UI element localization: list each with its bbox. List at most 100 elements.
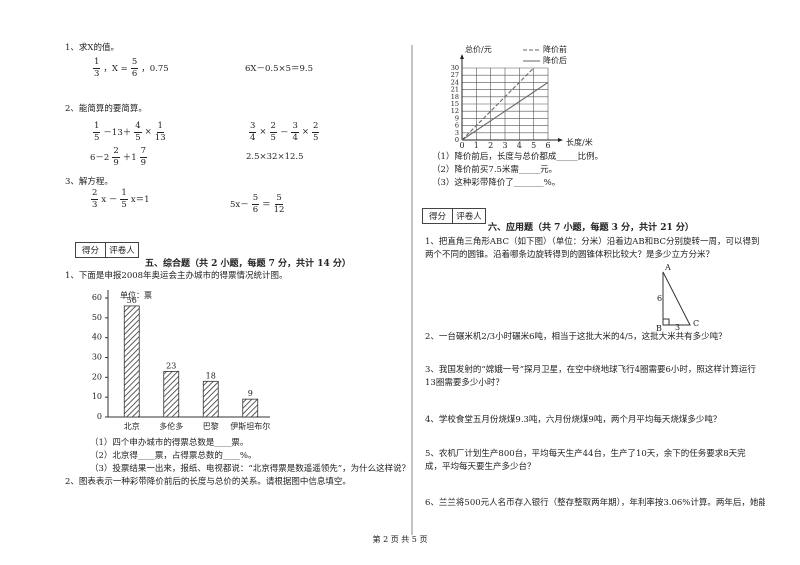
- numerator: 1: [120, 187, 128, 200]
- math-text: ×: [144, 127, 152, 137]
- numerator: 4: [134, 120, 142, 133]
- question: 4、学校食堂五月份烧煤9.3吨，六月份烧煤9吨，两个月平均每天烧煤多少吨？: [425, 415, 722, 425]
- math-expression: 1 3 ，X = 5 6 ，0.75: [90, 55, 169, 81]
- sub-question: （3）这种彩带降价了_______%。: [432, 178, 561, 188]
- y-tick-label: 40: [92, 333, 102, 342]
- axis-arrow: [460, 54, 464, 59]
- math-text: ，X =: [103, 64, 128, 74]
- question: 2、一台碾米机2/3小时碾米6吨，相当于这批大米的4/5，这批大米共有多少吨？: [425, 332, 727, 342]
- value-label: 18: [206, 371, 216, 380]
- side-label: 3: [675, 323, 680, 332]
- fraction: 1 13: [155, 121, 166, 144]
- math-text: 6X－0.5×5＝9.5: [245, 64, 314, 74]
- math-expression: 6X－0.5×5＝9.5: [245, 55, 313, 81]
- x-tick-label: 3: [502, 141, 507, 150]
- axis-arrow: [558, 138, 563, 142]
- denominator: 6: [252, 204, 259, 215]
- denominator: 5: [121, 199, 127, 210]
- score-cell: 评卷人: [456, 212, 482, 222]
- question: 2、图表表示一种彩带降价前后的长度与总价的关系。请根据图中信息填空。: [65, 477, 351, 487]
- page-footer: 第 2 页 共 5 页: [372, 535, 428, 544]
- sub-question: （1）降价前后，长度与总价都成_____比例。: [432, 152, 604, 162]
- question-title: 2、能简算的要简算。: [65, 104, 147, 114]
- math-expression: 2.5×32×12.5: [246, 144, 304, 170]
- x-tick-label: 0: [459, 141, 464, 150]
- score-box: 得分 评卷人: [75, 242, 139, 258]
- vertex-label: B: [656, 324, 662, 333]
- triangle-figure: A B C 6 3: [656, 263, 699, 333]
- data-line: [461, 81, 549, 141]
- question: 6、兰兰将500元人名币存入银行（整存整取两年期），年利率按3.06%计算。两年…: [425, 498, 765, 508]
- question: 3、我国发射的“嫦娥一号”探月卫星，在空中绕地球飞行4圈需要6小时，照这样计算运…: [425, 365, 756, 388]
- section-title: 五、综合题（共 2 小题，每题 7 分，共计 14 分）: [145, 259, 351, 269]
- x-tick-label: 4: [517, 141, 522, 150]
- numerator: 2: [112, 145, 120, 158]
- numerator: 5: [251, 192, 260, 205]
- sub-question: （2）北京得____票，占得票总数的____%。: [90, 451, 257, 461]
- denominator: 3: [92, 199, 98, 210]
- legend-label: 降价后: [543, 55, 567, 65]
- math-expression: 1 5 －13＋ 4 5 × 1 13: [90, 119, 169, 145]
- vertex-label: C: [693, 319, 699, 328]
- value-label: 9: [248, 389, 253, 398]
- math-text: x＝1: [130, 195, 150, 205]
- sub-question: （2）降价前买7.5米需_____元。: [432, 165, 558, 175]
- denominator: 5: [135, 132, 141, 143]
- numerator: 2: [269, 120, 277, 133]
- score-box: 得分 评卷人: [422, 208, 486, 224]
- math-text: 5x－: [230, 200, 249, 210]
- y-tick-label: 3: [455, 129, 459, 137]
- denominator: 4: [250, 132, 256, 143]
- bar: [163, 370, 180, 418]
- denominator: 13: [154, 132, 166, 143]
- math-text: 6－2: [90, 153, 110, 163]
- question-title: 3、解方程。: [65, 177, 113, 187]
- math-text: ×: [259, 127, 267, 137]
- denominator: 6: [131, 68, 138, 79]
- x-axis-label: 长度/米: [566, 137, 593, 147]
- vertex-label: A: [664, 263, 671, 272]
- question: 1、把直角三角形ABC（如下图）（单位：分米）沿着边AB和BC分别旋转一周，可以…: [425, 237, 760, 260]
- math-text: x －: [101, 195, 118, 205]
- y-tick-label: 0: [455, 136, 459, 144]
- y-tick-label: 9: [455, 114, 459, 122]
- legend-label: 降价前: [543, 44, 567, 54]
- unit-label: 单位：票: [120, 290, 152, 300]
- x-tick-label: 北京: [124, 421, 140, 431]
- x-tick-label: 6: [545, 141, 550, 150]
- y-tick-label: 20: [92, 372, 102, 381]
- y-tick-label: 30: [92, 353, 102, 362]
- numerator: 3: [291, 120, 299, 133]
- math-text: －: [279, 128, 289, 138]
- denominator: 9: [140, 157, 147, 168]
- y-tick-label: 12: [451, 107, 459, 115]
- math-expression: 6－2 2 9 ＋1 7 9: [90, 144, 150, 170]
- value-label: 23: [166, 361, 176, 370]
- question: 5、农机厂计划生产800台，平均每天生产44台，生产了10天，余下的任务要求8天…: [425, 449, 746, 472]
- denominator: 5: [313, 132, 319, 143]
- numerator: 1: [156, 120, 164, 133]
- numerator: 1: [93, 120, 101, 133]
- numerator: 2: [91, 187, 99, 200]
- sub-question: （1）四个申办城市的得票总数是____票。: [90, 438, 249, 448]
- right-angle-mark: [663, 318, 670, 325]
- numerator: 1: [93, 56, 101, 69]
- x-tick-label: 巴黎: [203, 421, 219, 431]
- bar: [242, 398, 259, 418]
- denominator: 5: [94, 132, 100, 143]
- math-text: ×: [301, 127, 310, 137]
- x-tick-label: 1: [474, 141, 479, 150]
- value-label: 56: [127, 296, 137, 305]
- score-cell: 得分: [423, 209, 453, 223]
- math-text: ，0.75: [141, 64, 169, 74]
- score-cell: 得分: [76, 243, 106, 257]
